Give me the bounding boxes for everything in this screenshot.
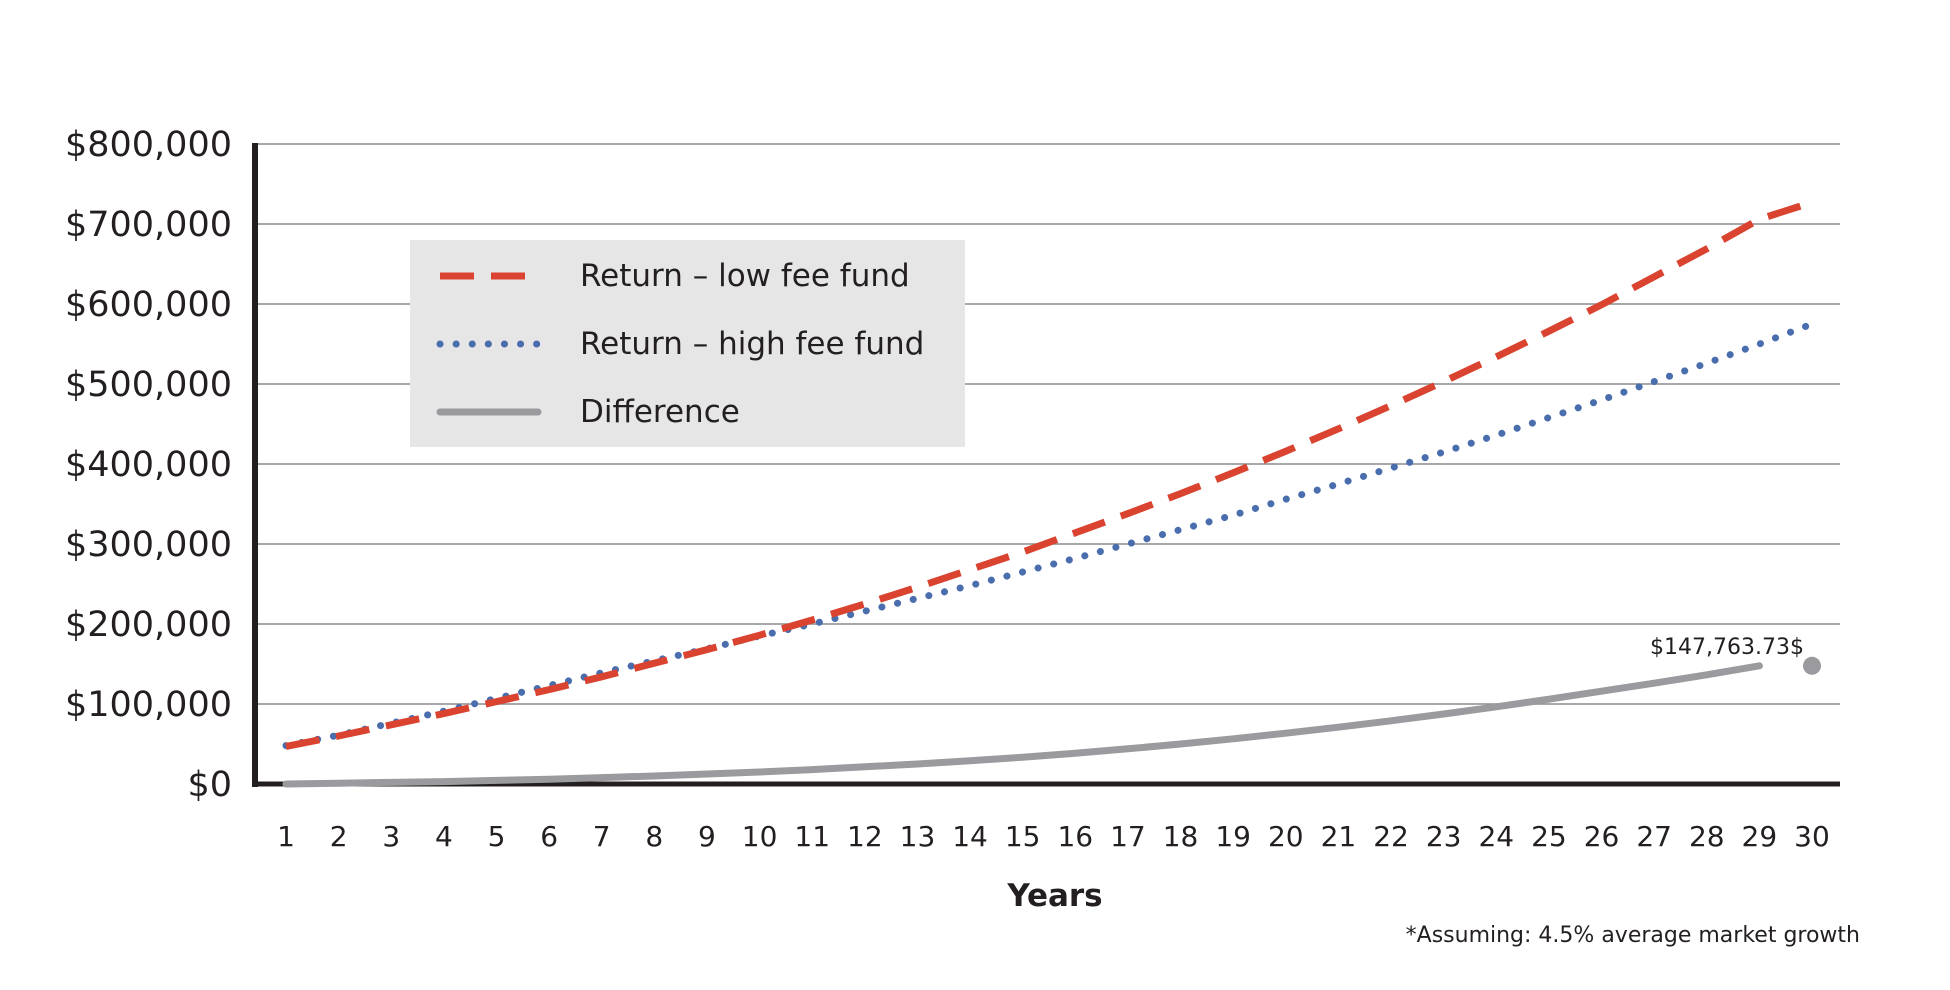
x-tick-label: 8 xyxy=(645,820,663,853)
x-tick-label: 15 xyxy=(1005,820,1041,853)
x-tick-label: 23 xyxy=(1426,820,1462,853)
x-tick-label: 12 xyxy=(847,820,883,853)
y-tick-label: $400,000 xyxy=(65,445,232,485)
x-tick-label: 7 xyxy=(593,820,611,853)
y-tick-label: $200,000 xyxy=(65,605,232,645)
difference-end-marker xyxy=(1803,656,1821,675)
x-tick-label: 11 xyxy=(794,820,830,853)
x-tick-label: 10 xyxy=(742,820,778,853)
x-tick-label: 3 xyxy=(382,820,400,853)
legend-label-high-fee: Return – high fee fund xyxy=(580,326,924,362)
x-tick-label: 9 xyxy=(698,820,716,853)
x-tick-label: 2 xyxy=(330,820,348,853)
x-tick-label: 27 xyxy=(1636,820,1672,853)
x-tick-label: 1 xyxy=(277,820,295,853)
y-tick-label: $600,000 xyxy=(65,285,232,325)
series-line-dotted xyxy=(282,320,1816,750)
x-tick-label: 26 xyxy=(1584,820,1620,853)
x-tick-label: 4 xyxy=(435,820,453,853)
legend-label-low-fee: Return – low fee fund xyxy=(580,258,910,294)
x-tick-label: 6 xyxy=(540,820,558,853)
y-tick-label: $100,000 xyxy=(65,685,232,725)
x-tick-label: 24 xyxy=(1478,820,1514,853)
x-tick-label: 13 xyxy=(900,820,936,853)
x-axis-ticks: 1 2 3 4 5 6 7 8 9 10 11 12 13 14 15 16 17 18 19 20 21 22 23 24 2… xyxy=(277,820,1830,853)
x-tick-label: 20 xyxy=(1268,820,1304,853)
legend: Return – low fee fund Return – high fee … xyxy=(410,240,965,447)
difference-end-label: $147,763.73$ xyxy=(1650,635,1804,660)
series-line-solid xyxy=(282,662,1763,788)
y-tick-label: $500,000 xyxy=(65,365,232,405)
x-tick-label: 25 xyxy=(1531,820,1567,853)
x-tick-label: 22 xyxy=(1373,820,1409,853)
x-tick-label: 5 xyxy=(488,820,506,853)
x-tick-label: 28 xyxy=(1689,820,1725,853)
y-tick-label: $700,000 xyxy=(65,205,232,245)
series-line-dashed xyxy=(285,199,1814,750)
y-axis-ticks: $0 $100,000 $200,000 $300,000 $400,000 $500,0… xyxy=(65,125,232,805)
y-tick-label: $0 xyxy=(187,765,232,805)
series-lines xyxy=(282,199,1816,788)
y-tick-label: $800,000 xyxy=(65,125,232,165)
x-tick-label: 17 xyxy=(1110,820,1146,853)
x-tick-label: 18 xyxy=(1163,820,1199,853)
legend-label-difference: Difference xyxy=(580,394,740,430)
x-tick-label: 19 xyxy=(1215,820,1251,853)
x-tick-label: 14 xyxy=(952,820,988,853)
x-tick-label: 29 xyxy=(1742,820,1778,853)
x-tick-label: 21 xyxy=(1321,820,1357,853)
footnote: *Assuming: 4.5% average market growth xyxy=(1406,923,1860,948)
x-tick-label: 30 xyxy=(1794,820,1830,853)
y-tick-label: $300,000 xyxy=(65,525,232,565)
x-axis-title: Years xyxy=(1006,878,1102,914)
x-tick-label: 16 xyxy=(1057,820,1093,853)
